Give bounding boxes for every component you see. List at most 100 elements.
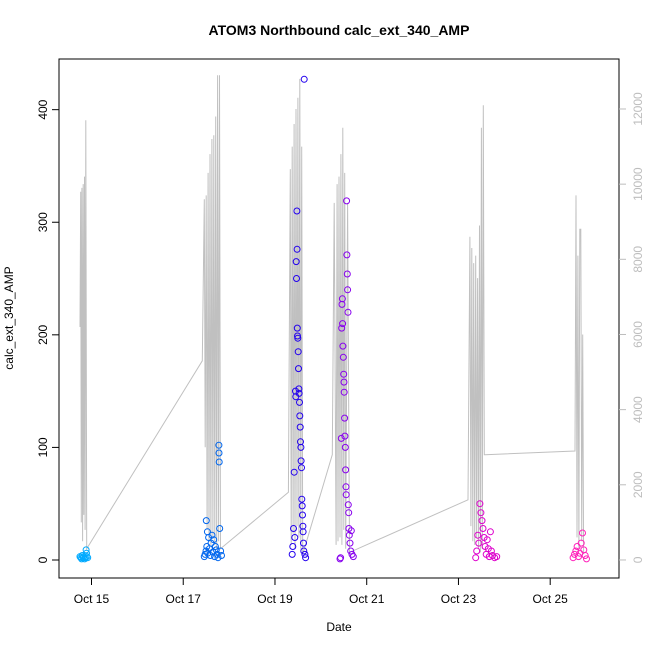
y2-axis: 0 2000 4000 6000 8000 10000 12000: [619, 92, 645, 563]
data-point: [341, 443, 349, 451]
data-point: [299, 511, 306, 519]
point-series: [200, 441, 225, 562]
data-point: [83, 553, 91, 561]
data-point: [339, 320, 347, 328]
data-point: [295, 365, 302, 373]
data-point: [81, 554, 89, 562]
data-point: [577, 539, 585, 547]
data-point: [341, 414, 349, 422]
data-point: [343, 197, 351, 205]
point-series: [472, 500, 501, 562]
y2-tick-label: 6000: [631, 321, 645, 348]
y2-tick-label: 8000: [631, 246, 645, 273]
data-point: [211, 543, 219, 550]
data-point: [300, 75, 308, 83]
data-point: [216, 525, 224, 532]
point-series: [76, 546, 92, 563]
data-point: [292, 258, 300, 266]
y2-tick-label: 2000: [631, 471, 645, 498]
data-point: [581, 552, 589, 559]
data-point: [344, 308, 352, 316]
data-point: [79, 554, 87, 562]
data-point: [290, 525, 297, 532]
data-point: [288, 550, 296, 558]
x-tick-label: Oct 17: [166, 592, 202, 606]
data-point: [475, 539, 483, 547]
data-point: [345, 525, 353, 532]
data-point: [579, 529, 586, 537]
x-tick-label: Oct 19: [257, 592, 293, 606]
data-point: [337, 554, 345, 562]
x-tick-label: Oct 23: [441, 592, 477, 606]
y2-tick-label: 4000: [631, 396, 645, 423]
data-point: [474, 531, 482, 539]
data-point: [293, 207, 301, 215]
data-point: [342, 483, 350, 491]
data-point: [212, 546, 220, 554]
data-point: [214, 554, 222, 562]
data-point: [339, 342, 347, 350]
x-axis-label: Date: [326, 620, 352, 634]
data-point: [294, 334, 302, 342]
point-series: [569, 529, 590, 563]
secondary-line-layer: [79, 75, 585, 555]
data-point: [289, 543, 297, 550]
data-point: [294, 348, 302, 356]
data-point: [290, 468, 298, 476]
data-point: [82, 546, 90, 554]
data-point: [345, 509, 353, 517]
data-point: [293, 275, 300, 282]
data-point: [291, 534, 299, 541]
data-point: [340, 378, 348, 386]
data-point: [299, 528, 307, 536]
data-point: [487, 547, 495, 555]
x-axis: Oct 15 Oct 17 Oct 19 Oct 21 Oct 23 Oct 25: [74, 578, 568, 606]
x-tick-label: Oct 15: [74, 592, 110, 606]
data-point: [297, 443, 305, 451]
data-point: [345, 531, 353, 539]
y2-tick-label: 0: [631, 556, 645, 563]
data-point: [476, 500, 484, 508]
y-tick-label: 0: [36, 556, 50, 563]
data-point: [472, 554, 480, 562]
data-point: [297, 457, 305, 465]
data-point: [347, 547, 355, 555]
data-point: [301, 550, 309, 558]
data-point: [338, 295, 346, 303]
data-point: [477, 509, 485, 517]
y2-tick-label: 12000: [631, 92, 645, 126]
data-point: [479, 525, 487, 532]
y-axis-label: calc_ext_340_AMP: [2, 266, 16, 369]
data-point: [215, 449, 223, 457]
data-point: [337, 434, 345, 442]
y-tick-label: 300: [36, 212, 50, 232]
data-point: [572, 547, 580, 555]
data-point: [340, 370, 348, 378]
data-point: [84, 554, 92, 562]
y-tick-label: 100: [36, 437, 50, 457]
data-point: [298, 495, 306, 503]
data-point: [296, 412, 304, 420]
data-point: [349, 553, 357, 561]
plot-frame: [58, 58, 620, 579]
data-point: [486, 528, 494, 536]
data-point: [296, 398, 303, 406]
secondary-series-line: [79, 75, 585, 555]
point-series: [288, 75, 310, 562]
y-axis: 0 100 200 300 400: [36, 99, 59, 563]
data-point: [83, 549, 90, 557]
chart-title: ATOM3 Northbound calc_ext_340_AMP: [209, 22, 470, 38]
data-point: [339, 353, 347, 361]
data-point: [347, 527, 355, 535]
data-point: [342, 491, 350, 499]
y-tick-label: 200: [36, 324, 50, 344]
data-point: [493, 553, 501, 561]
data-point: [340, 388, 348, 396]
data-point: [573, 543, 581, 550]
data-point: [298, 464, 305, 472]
data-point: [489, 552, 496, 559]
data-point: [300, 539, 307, 547]
points-layer: [76, 75, 590, 563]
data-point: [293, 324, 301, 332]
data-point: [215, 458, 223, 466]
